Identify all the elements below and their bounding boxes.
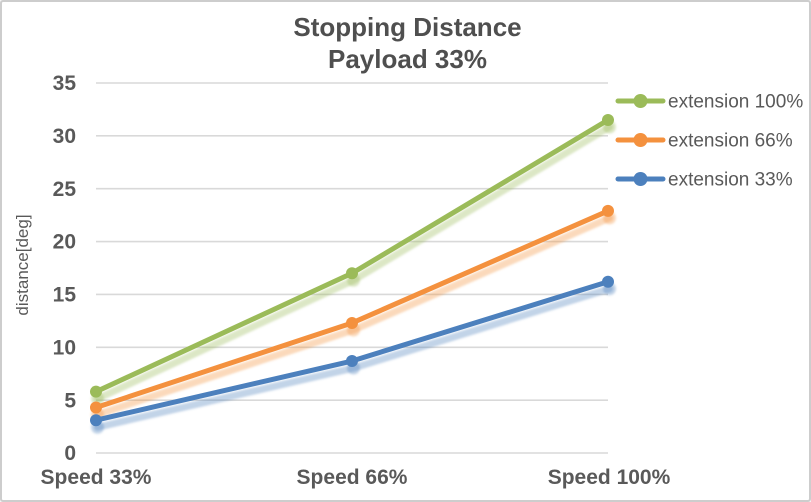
x-axis-label-speed-66: Speed 66% [296, 466, 408, 489]
y-tick-label: 25 [53, 178, 77, 201]
series-extension-66- [90, 204, 614, 414]
chart-title: Stopping Distance Payload 33% [2, 11, 809, 75]
series-shadows [91, 120, 616, 434]
y-tick-label: 10 [53, 336, 76, 359]
data-point-marker [602, 114, 614, 126]
legend-marker-icon [633, 172, 648, 186]
legend-label: extension 100% [668, 91, 803, 112]
chart-title-line2: Payload 33% [328, 44, 487, 74]
legend-marker-icon [633, 94, 648, 108]
data-point-marker [602, 275, 614, 288]
data-point-marker [90, 414, 102, 427]
y-tick-label: 15 [53, 284, 77, 307]
series-shadow-line [94, 214, 613, 419]
legend-item-extension-66-: extension 66% [615, 130, 793, 151]
chart-title-line1: Stopping Distance [293, 12, 522, 42]
data-point-marker [602, 204, 614, 217]
legend-label: extension 66% [668, 130, 793, 151]
legend-item-extension-33-: extension 33% [615, 169, 793, 190]
y-tick-label: 20 [53, 231, 76, 254]
data-point-marker [90, 401, 102, 414]
data-point-marker [90, 385, 102, 398]
y-tick-label: 0 [64, 442, 76, 465]
data-point-marker [346, 355, 358, 368]
legend-item-extension-100-: extension 100% [615, 91, 803, 112]
series-line-extension-66- [93, 208, 611, 411]
y-tick-label: 30 [53, 125, 76, 148]
data-point-marker [346, 316, 358, 329]
series-extension-100- [90, 114, 614, 398]
x-axis-label-speed-100: Speed 100% [547, 466, 671, 489]
y-tick-label: 5 [64, 389, 76, 412]
gridlines: 0 5 10 15 20 25 30 35 [53, 72, 608, 465]
legend: extension 100% extension 66% extension 33% [615, 91, 803, 190]
y-tick-label: 35 [53, 72, 77, 95]
x-axis-label-speed-33: Speed 33% [40, 466, 152, 489]
legend-marker-icon [633, 133, 648, 147]
series-extension-33- [90, 275, 614, 427]
legend-label: extension 33% [668, 169, 793, 190]
data-point-marker [346, 267, 358, 280]
